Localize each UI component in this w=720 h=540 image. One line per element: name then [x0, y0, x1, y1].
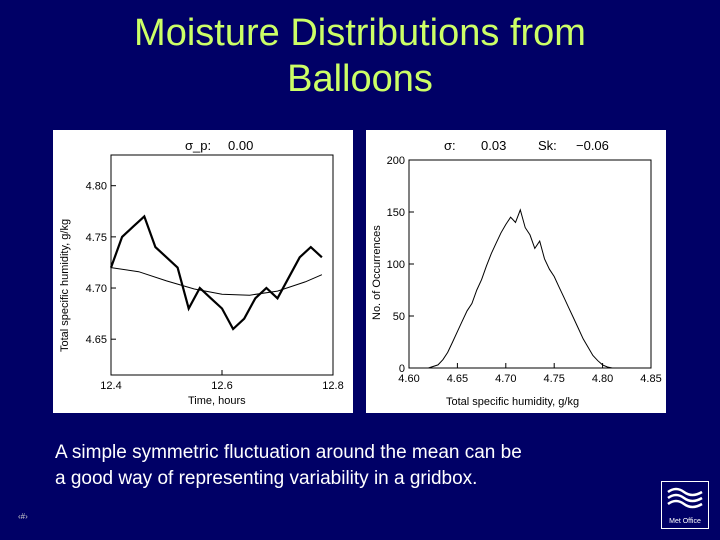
x-axis-label: Time, hours — [188, 395, 246, 407]
y-tick-label: 200 — [387, 155, 405, 167]
logo-text: Met Office — [669, 518, 701, 525]
caption: A simple symmetric fluctuation around th… — [55, 440, 675, 492]
skew-value: −0.06 — [576, 138, 609, 153]
y-tick-label: 150 — [387, 207, 405, 219]
met-office-logo: Met Office — [661, 481, 709, 529]
sigma-label: σ: — [444, 138, 456, 153]
y-tick-label: 0 — [399, 363, 405, 375]
x-tick-label: 4.65 — [447, 373, 468, 385]
time-series-svg: 12.4 12.6 12.8 4.65 4.70 4.75 4.80 σ_p: 0.00 T… — [59, 138, 344, 407]
caption-line-1: A simple symmetric fluctuation around th… — [55, 442, 522, 463]
x-tick-label: 4.70 — [495, 373, 516, 385]
y-tick-label: 4.80 — [86, 181, 107, 193]
x-axis-label: Total specific humidity, g/kg — [446, 396, 579, 408]
x-tick-label: 12.8 — [322, 380, 343, 392]
plot-frame — [110, 154, 334, 376]
sigma-value: 0.03 — [481, 138, 506, 153]
slide-title: Moisture Distributions from Balloons — [0, 10, 720, 102]
y-axis-label: Total specific humidity, g/kg — [59, 219, 71, 352]
x-tick-label: 4.60 — [398, 373, 419, 385]
x-tick-label: 12.6 — [211, 380, 232, 392]
x-tick-label: 4.75 — [543, 373, 564, 385]
y-tick-label: 4.65 — [86, 334, 107, 346]
skew-label: Sk: — [538, 138, 557, 153]
x-tick-label: 12.4 — [100, 380, 121, 392]
y-axis-label: No. of Occurrences — [371, 225, 383, 320]
x-tick-label: 4.85 — [640, 373, 661, 385]
time-series-chart: 12.4 12.6 12.8 4.65 4.70 4.75 4.80 σ_p: 0.00 T… — [53, 130, 353, 413]
series-line-1 — [428, 208, 613, 369]
y-tick-label: 100 — [387, 259, 405, 271]
title-line-2: Balloons — [287, 58, 433, 100]
y-tick-label: 4.70 — [86, 283, 107, 295]
series-line-2 — [110, 267, 323, 296]
wave-logo-icon — [667, 487, 703, 509]
slide-number: ‹#› — [18, 512, 28, 521]
series-line-1 — [109, 214, 323, 331]
y-tick-label: 50 — [393, 311, 405, 323]
sigma-p-value: 0.00 — [228, 138, 253, 153]
plot-frame — [408, 159, 652, 369]
x-tick-label: 4.80 — [592, 373, 613, 385]
sigma-p-label: σ_p: — [185, 138, 211, 153]
histogram-chart: 4.60 4.65 4.70 4.75 4.80 4.85 0 50 100 150 200 σ: … — [366, 130, 666, 413]
y-tick-label: 4.75 — [86, 232, 107, 244]
caption-line-2: a good way of representing variability i… — [55, 468, 478, 489]
title-line-1: Moisture Distributions from — [134, 12, 586, 54]
